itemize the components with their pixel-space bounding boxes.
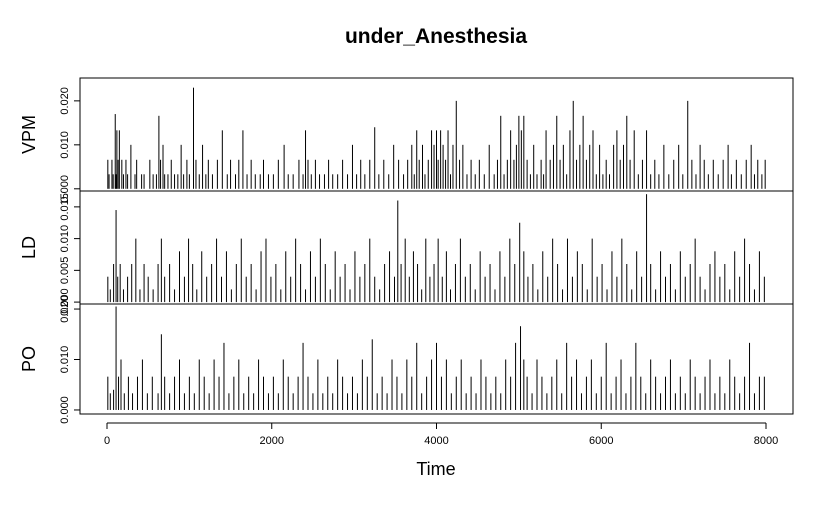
panel-po: 0.000 0.010 0.020 PO <box>19 295 794 424</box>
panel-y-label: LD <box>19 236 39 259</box>
panel-ld: 0.000 0.005 0.010 0.015 LD <box>19 190 794 316</box>
x-tick-label: 4000 <box>424 435 448 447</box>
spike-series <box>107 194 765 303</box>
y-tick-label: 0.010 <box>59 225 71 253</box>
y-tick-label: 0.010 <box>59 131 71 159</box>
y-tick-label: 0.010 <box>59 346 71 374</box>
panel-frame <box>79 190 794 305</box>
x-tick-label: 8000 <box>754 435 778 447</box>
x-axis-label: Time <box>416 459 455 479</box>
y-tick-label: 0.005 <box>59 257 71 285</box>
panel-y-label: PO <box>19 346 39 372</box>
panel-vpm: 0.000 0.010 0.020 VPM <box>19 77 794 203</box>
panel-y-label: VPM <box>19 115 39 154</box>
y-tick-label: 0.020 <box>59 87 71 115</box>
panels-group: 0.000 0.010 0.020 VPM 0.000 0.005 0.010 0.015 LD… <box>19 77 794 424</box>
y-tick-label: 0.020 <box>59 295 71 323</box>
y-tick-label: 0.015 <box>59 193 71 221</box>
x-tick-label: 6000 <box>589 435 613 447</box>
y-tick-label: 0.000 <box>59 175 71 203</box>
y-tick-label: 0.000 <box>59 288 71 316</box>
x-axis: 0 2000 4000 6000 8000 <box>104 422 778 447</box>
y-tick-label: 0.000 <box>59 396 71 424</box>
spike-series <box>107 87 766 189</box>
chart-title: under_Anesthesia <box>345 25 527 48</box>
spike-series <box>107 306 765 410</box>
x-tick-label: 0 <box>104 435 110 447</box>
x-tick-label: 2000 <box>260 435 284 447</box>
